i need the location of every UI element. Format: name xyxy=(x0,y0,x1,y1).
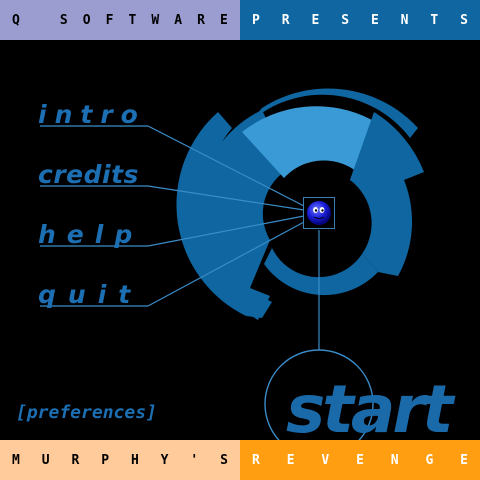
header-letter: N xyxy=(400,12,409,28)
footer-letter: E xyxy=(460,452,468,468)
header-letter: R xyxy=(197,12,205,28)
header-letter: E xyxy=(220,12,228,28)
header-letter: F xyxy=(105,12,114,28)
footer-revenge: R E V E N G E xyxy=(240,440,480,480)
connector-line xyxy=(147,221,305,307)
header-letter: P xyxy=(252,12,260,28)
ring-segment-left xyxy=(176,112,272,318)
footer-letter: N xyxy=(390,452,399,468)
header-letter: S xyxy=(59,12,68,28)
header-letter: R xyxy=(281,12,290,28)
header-letter: O xyxy=(82,12,91,28)
ring-segment-right-outer xyxy=(394,180,409,252)
ring-segment-top-dark xyxy=(250,88,418,138)
footer-letter: U xyxy=(41,452,50,468)
header-letter: A xyxy=(174,12,183,28)
footer-murphys: M U R P H Y ' S xyxy=(0,440,240,480)
ring-segment-bottom xyxy=(264,248,378,296)
footer-letter: V xyxy=(321,452,330,468)
footer-letter: E xyxy=(356,452,364,468)
ring-segment-top-light xyxy=(242,106,372,190)
footer-left-letters: M U R P H Y ' S xyxy=(12,453,228,468)
footer-letter: S xyxy=(220,452,228,468)
header-presents: P R E S E N T S xyxy=(240,0,480,40)
connector-lines xyxy=(40,125,374,440)
murphy-avatar xyxy=(303,197,335,229)
menu-intro-button[interactable]: intro xyxy=(38,100,146,129)
connector-line xyxy=(147,215,305,247)
start-button[interactable]: start xyxy=(286,371,453,448)
preferences-button[interactable]: [preferences] xyxy=(16,402,157,423)
footer-letter: M xyxy=(12,452,20,468)
header-letter: Q xyxy=(12,12,20,28)
footer-letter: H xyxy=(130,452,139,468)
footer-letter: P xyxy=(101,452,110,468)
start-ring xyxy=(264,349,374,440)
menu-help-button[interactable]: help xyxy=(38,220,144,249)
ring-segment-left-mid xyxy=(197,110,290,320)
menu-scene xyxy=(40,88,424,440)
footer-letter: ' xyxy=(190,452,199,468)
footer-letter: Y xyxy=(160,452,169,468)
header-q-software: Q S O F T W A R E xyxy=(0,0,240,40)
header-letter: E xyxy=(311,12,320,28)
header-letter: T xyxy=(430,12,439,28)
header-letter: T xyxy=(128,12,137,28)
spacer xyxy=(35,13,45,28)
header-letter: S xyxy=(460,12,468,28)
footer-letter: R xyxy=(252,452,260,468)
header-letter: W xyxy=(151,12,160,28)
header-letter: S xyxy=(341,12,350,28)
connector-line xyxy=(147,185,305,211)
connector-line xyxy=(147,125,305,207)
header-left-letters: Q S O F T W A R E xyxy=(12,13,228,28)
header-right-letters: P R E S E N T S xyxy=(252,13,468,28)
murphy-ball-icon xyxy=(307,201,331,225)
menu-credits-button[interactable]: credits xyxy=(38,160,139,189)
header-letter: E xyxy=(370,12,379,28)
ring-graphic xyxy=(176,88,424,320)
footer-letter: G xyxy=(425,452,434,468)
footer-letter: R xyxy=(71,452,80,468)
footer-right-letters: R E V E N G E xyxy=(252,453,468,468)
menu-quit-button[interactable]: quit xyxy=(38,280,143,309)
footer-letter: E xyxy=(286,452,295,468)
